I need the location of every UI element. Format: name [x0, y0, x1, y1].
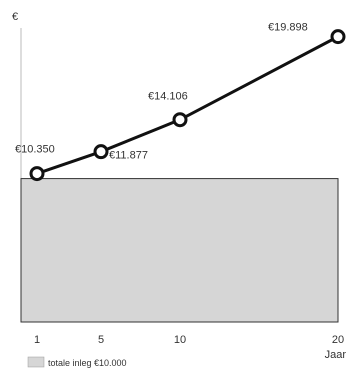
- x-tick-label: 5: [98, 334, 104, 346]
- x-tick-label: 20: [332, 334, 344, 346]
- x-tick-label: 1: [34, 334, 40, 346]
- data-label: €14.106: [148, 91, 188, 103]
- data-label: €19.898: [268, 22, 308, 34]
- y-axis-label: €: [12, 11, 18, 23]
- data-label: €11.877: [109, 150, 148, 162]
- x-tick-label: 10: [174, 334, 186, 346]
- data-point: [330, 29, 346, 45]
- x-axis-label: Jaar: [325, 349, 347, 361]
- deposit-area: [20, 178, 339, 323]
- legend-label: totale inleg €10.000: [48, 358, 127, 368]
- data-label: €10.350: [15, 144, 55, 156]
- data-point: [93, 144, 109, 160]
- series-line: [36, 35, 339, 175]
- data-point: [29, 166, 45, 182]
- legend-swatch: [27, 356, 45, 368]
- data-point: [172, 112, 188, 128]
